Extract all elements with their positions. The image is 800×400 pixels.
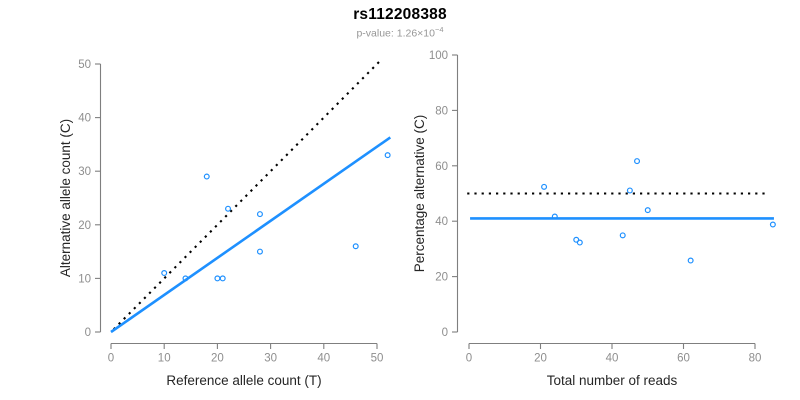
data-point: [203, 173, 210, 180]
data-point: [687, 257, 694, 264]
x-tick-label: 50: [371, 353, 384, 365]
x-tick-label: 40: [606, 353, 619, 365]
x-axis: [110, 342, 378, 349]
allele-count-scatter: 0 10 20 30 40 50 0 10 20 30 40 50 Reference allele c…: [58, 57, 392, 388]
y-tick-label: 40: [435, 216, 448, 228]
y-tick-label: 20: [78, 220, 91, 232]
y-axis-title: Alternative allele count (C): [58, 119, 73, 277]
data-point: [769, 221, 776, 228]
x-axis-title: Total number of reads: [547, 373, 678, 388]
data-point: [626, 187, 633, 194]
data-point: [161, 270, 168, 277]
data-point: [225, 205, 232, 212]
data-point: [634, 158, 641, 165]
y-tick-label: 30: [78, 166, 91, 178]
x-tick-label: 60: [677, 353, 690, 365]
x-axis: [468, 342, 756, 349]
data-point: [551, 213, 558, 220]
y-tick-label: 10: [78, 273, 91, 285]
y-tick-label: 80: [435, 105, 448, 117]
data-point: [352, 243, 359, 250]
x-tick-label: 0: [466, 353, 472, 365]
y-tick-label: 60: [435, 161, 448, 173]
y-tick-label: 40: [78, 113, 91, 125]
p-value-text: p-value: 1.26×10: [356, 27, 435, 40]
data-points: [541, 158, 776, 264]
x-tick-label: 0: [108, 353, 114, 365]
y-tick-label: 0: [442, 327, 448, 339]
identity-line: [112, 57, 384, 331]
x-tick-label: 20: [211, 353, 224, 365]
x-tick-label: 80: [749, 353, 762, 365]
x-tick-label: 20: [534, 353, 547, 365]
y-axis: [95, 63, 102, 333]
figure-header: rs112208388 p-value: 1.26×10−4: [0, 6, 800, 40]
data-point: [219, 275, 226, 282]
p-value-exponent: −4: [434, 25, 444, 35]
data-point: [214, 275, 221, 282]
x-tick-label: 30: [264, 353, 277, 365]
y-axis-title: Percentage alternative (C): [412, 115, 427, 273]
p-value-subtitle: p-value: 1.26×10−4: [0, 25, 800, 40]
y-axis: [452, 54, 459, 333]
data-point: [256, 211, 263, 218]
data-point: [384, 152, 391, 159]
data-point: [619, 232, 626, 239]
percentage-alternative-scatter: 0 20 40 60 80 100 0 20 40 60 80 Total number of rea…: [412, 50, 776, 388]
data-point: [256, 248, 263, 255]
regression-line: [110, 136, 392, 334]
y-tick-label: 50: [78, 59, 91, 71]
data-point: [182, 275, 189, 282]
x-tick-label: 40: [317, 353, 330, 365]
data-point: [644, 207, 651, 214]
data-point: [576, 239, 583, 246]
y-tick-label: 0: [85, 327, 91, 339]
x-axis-title: Reference allele count (T): [166, 373, 321, 388]
x-tick-label: 10: [158, 353, 171, 365]
figure-title: rs112208388: [353, 6, 447, 23]
data-point: [573, 236, 580, 243]
y-tick-label: 20: [435, 272, 448, 284]
data-point: [541, 183, 548, 190]
y-tick-label: 100: [429, 50, 448, 62]
data-points: [161, 152, 391, 282]
